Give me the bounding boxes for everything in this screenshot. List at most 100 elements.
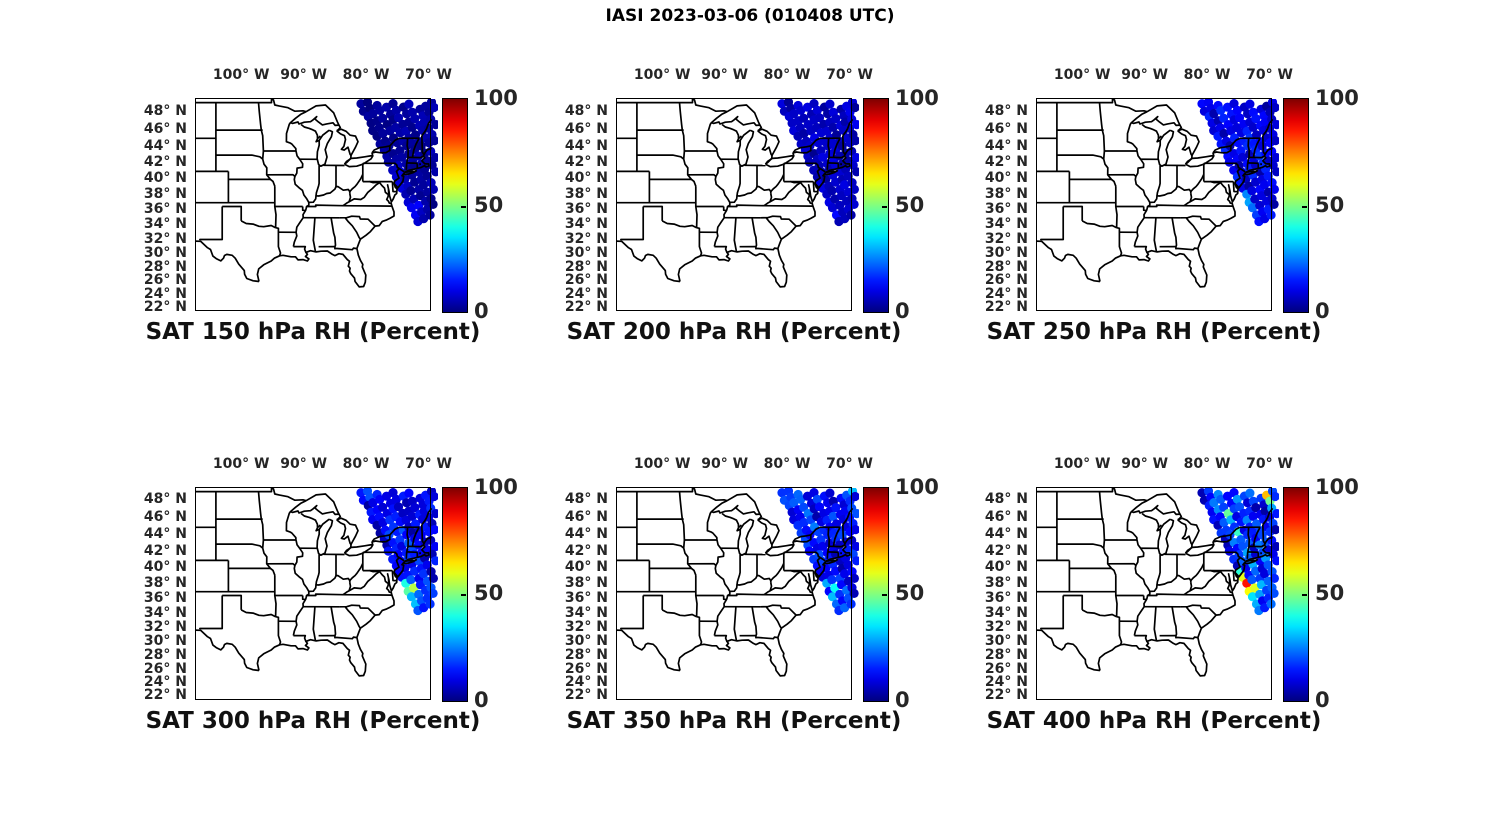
swath-dot bbox=[825, 99, 835, 109]
swath-dot bbox=[828, 122, 838, 132]
swath-dot bbox=[383, 157, 393, 167]
swath-dot bbox=[1251, 114, 1261, 124]
lat-tick-label: 42° N bbox=[143, 154, 187, 171]
swath-dot bbox=[407, 122, 417, 132]
lat-tick-label: 48° N bbox=[984, 491, 1028, 508]
lat-tick-label: 28° N bbox=[564, 647, 608, 664]
swath-dot bbox=[1271, 153, 1279, 163]
lat-tick-label: 30° N bbox=[984, 244, 1028, 261]
map-sat-300 bbox=[194, 486, 438, 700]
swath-dot bbox=[1245, 488, 1255, 498]
swath-dots bbox=[356, 99, 438, 227]
lat-tick-label: 38° N bbox=[564, 574, 608, 591]
lat-tick-label: 42° N bbox=[143, 542, 187, 559]
lon-tick-label: 70° W bbox=[1246, 67, 1293, 83]
lat-tick-label: 26° N bbox=[564, 272, 608, 289]
swath-dot bbox=[1269, 199, 1279, 209]
colorbar-label-50: 50 bbox=[895, 581, 925, 605]
swath-dot bbox=[827, 574, 837, 584]
swath-dot bbox=[1238, 152, 1248, 162]
swath-dots bbox=[1197, 487, 1279, 615]
swath-dots bbox=[777, 487, 859, 615]
lat-tick-label: 42° N bbox=[984, 154, 1028, 171]
lon-tick-label: 70° W bbox=[826, 67, 873, 83]
swath-dot bbox=[404, 488, 414, 498]
lat-tick-label: 46° N bbox=[143, 120, 187, 137]
lon-tick-label: 80° W bbox=[1183, 455, 1231, 472]
swath-dot bbox=[831, 518, 842, 528]
lon-tick-label: 100° W bbox=[212, 67, 270, 83]
map-frame bbox=[616, 98, 852, 311]
swath-dot bbox=[852, 555, 859, 565]
map-frame bbox=[1036, 486, 1272, 700]
lat-tick-label: 34° N bbox=[564, 604, 608, 621]
swath-dot bbox=[1232, 105, 1242, 115]
swath-dot bbox=[827, 591, 838, 601]
colorbar-label-0: 0 bbox=[1315, 687, 1330, 712]
swath-dot bbox=[831, 114, 841, 124]
lon-tick-label: 80° W bbox=[342, 455, 390, 472]
swath-dot bbox=[840, 180, 850, 190]
colorbar bbox=[863, 98, 889, 313]
lat-tick-label: 48° N bbox=[564, 491, 608, 508]
swath-dot bbox=[831, 130, 842, 140]
lat-tick-label: 30° N bbox=[564, 244, 608, 261]
swath-dot bbox=[850, 136, 859, 146]
colorbar-tick-50 bbox=[461, 205, 466, 208]
swath-dot bbox=[406, 203, 417, 213]
swath-dot bbox=[378, 502, 388, 512]
colorbar-label-50: 50 bbox=[474, 192, 504, 217]
map-panel-sat-400: 100° W 90° W 80° W 70° W 48° N 46° N 44° N 42° … bbox=[985, 456, 1359, 734]
lon-tick-label: 90° W bbox=[701, 455, 749, 472]
lat-tick-label: 48° N bbox=[143, 102, 187, 119]
swath-dot bbox=[804, 157, 814, 167]
swath-dot bbox=[416, 529, 426, 540]
lat-tick-label: 32° N bbox=[143, 230, 187, 247]
swath-dot bbox=[1272, 555, 1279, 565]
swath-dot bbox=[1209, 497, 1219, 507]
swath-dot bbox=[828, 511, 838, 521]
lon-tick-label: 90° W bbox=[1121, 455, 1169, 472]
swath-dot bbox=[818, 541, 828, 551]
swath-dot bbox=[1219, 128, 1229, 139]
swath-dot bbox=[1271, 541, 1279, 551]
lat-tick-label: 38° N bbox=[143, 186, 187, 203]
swath-dot bbox=[1248, 122, 1258, 132]
swath-dot bbox=[1269, 184, 1279, 194]
lat-tick-label: 24° N bbox=[143, 674, 187, 691]
lat-tick-label: 22° N bbox=[143, 687, 187, 704]
map-frame bbox=[195, 486, 431, 700]
swath-dot bbox=[397, 152, 407, 162]
swath-dot bbox=[812, 105, 822, 115]
swath-dot bbox=[378, 517, 388, 527]
swath-dot bbox=[393, 113, 404, 123]
lat-tick-label: 36° N bbox=[564, 201, 608, 218]
swath-dot bbox=[849, 184, 859, 194]
map-sat-200 bbox=[615, 98, 859, 311]
lat-tick-label: 48° N bbox=[143, 491, 187, 508]
swath-dot bbox=[1270, 491, 1279, 501]
swath-dot bbox=[1209, 109, 1219, 119]
swath-dot bbox=[1251, 502, 1261, 512]
lat-tick-label: 40° N bbox=[564, 558, 608, 575]
swath-dots bbox=[777, 99, 859, 227]
lat-tick-label: 44° N bbox=[984, 137, 1028, 154]
lat-tick-label: 28° N bbox=[143, 647, 187, 664]
colorbar bbox=[442, 98, 468, 313]
swath-dot bbox=[1270, 136, 1279, 146]
lon-tick-label: 90° W bbox=[1121, 67, 1169, 83]
swath-dot bbox=[1219, 517, 1229, 527]
colorbar-label-0: 0 bbox=[895, 299, 910, 323]
swath-dot bbox=[1247, 203, 1258, 213]
swath-dot bbox=[849, 573, 859, 583]
swath-dot bbox=[410, 502, 420, 512]
panel-title-sat-400: SAT 400 hPa RH (Percent) bbox=[986, 707, 1322, 734]
lat-tick-label: 42° N bbox=[564, 542, 608, 559]
lat-tick-label: 40° N bbox=[984, 558, 1028, 575]
colorbar-label-0: 0 bbox=[474, 687, 489, 712]
swath-dot bbox=[397, 541, 407, 551]
swath-dot bbox=[849, 199, 859, 209]
swath-dot bbox=[429, 136, 438, 146]
lat-tick-label: 22° N bbox=[564, 298, 608, 315]
swath-dot bbox=[837, 141, 847, 151]
